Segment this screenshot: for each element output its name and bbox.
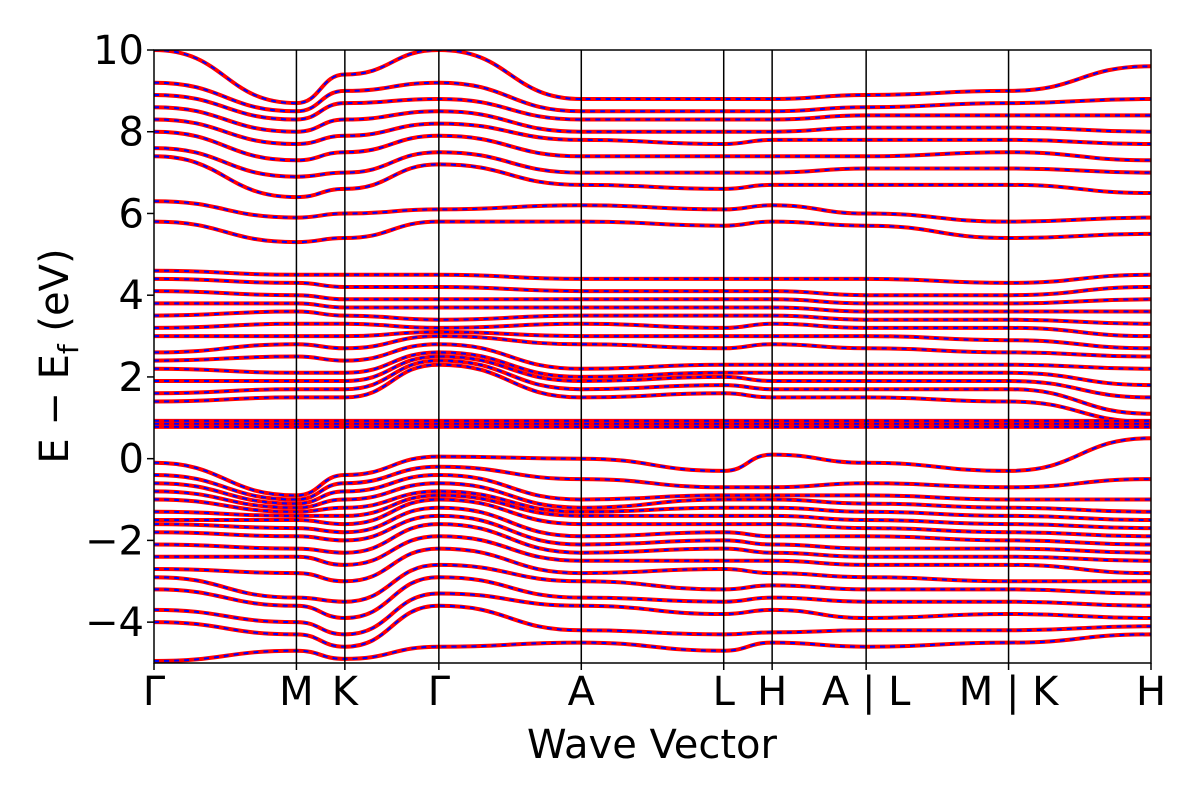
band-line-23-dashed: [154, 330, 1151, 350]
band-line-29-solid: [154, 268, 1151, 285]
x-axis-title: Wave Vector: [527, 722, 778, 768]
x-tick-label: Γ: [428, 669, 451, 715]
x-tick-label: Γ: [143, 669, 166, 715]
band-line-19-solid: [154, 354, 1151, 400]
band-line-28-dashed: [154, 277, 1151, 297]
band-line-27-dashed: [154, 290, 1151, 305]
x-tick-label: M: [279, 669, 314, 715]
y-tick-label: 4: [119, 273, 144, 319]
band-line-34-solid: [154, 129, 1151, 163]
band-line-39-solid: [154, 50, 1151, 106]
bands-group: [154, 50, 1151, 663]
band-line-22-solid: [154, 334, 1151, 359]
band-line-9-dashed: [154, 506, 1151, 546]
band-line-34-dashed: [154, 130, 1151, 162]
band-line-12-dashed: [154, 490, 1151, 521]
y-tick-label: −4: [85, 600, 144, 646]
band-line-1-dashed: [154, 604, 1151, 648]
band-line-25-dashed: [154, 310, 1151, 325]
y-axis-title-main: E − E: [32, 354, 78, 464]
band-line-17-solid: [154, 362, 1151, 424]
band-line-32-dashed: [154, 155, 1151, 199]
band-line-11-dashed: [154, 494, 1151, 530]
band-line-13-dashed: [154, 482, 1151, 513]
band-line-20-dashed: [154, 351, 1151, 387]
band-line-7-dashed: [154, 523, 1151, 562]
band-line-36-dashed: [154, 106, 1151, 133]
band-line-30-dashed: [154, 220, 1151, 244]
band-line-18-dashed: [154, 359, 1151, 415]
x-tick-label: M | K: [959, 669, 1060, 715]
band-line-4-solid: [154, 562, 1151, 604]
band-line-1-solid: [154, 603, 1151, 649]
band-line-21-solid: [154, 342, 1151, 371]
band-line-2-dashed: [154, 592, 1151, 636]
band-line-8-dashed: [154, 514, 1151, 554]
band-line-38-dashed: [154, 81, 1151, 113]
plot-area: [154, 50, 1151, 663]
band-line-5-solid: [154, 546, 1151, 584]
band-line-19-dashed: [154, 355, 1151, 399]
y-tick-label: 8: [119, 110, 144, 156]
band-line-31-solid: [154, 199, 1151, 224]
x-tick-label: H: [1136, 669, 1166, 715]
band-line-14-solid: [154, 473, 1151, 506]
band-line-31-dashed: [154, 200, 1151, 223]
y-tick-label: 6: [119, 191, 144, 237]
y-axis-title-unit: (eV): [32, 248, 78, 344]
band-line-37-dashed: [154, 94, 1151, 121]
band-line-10-solid: [154, 497, 1151, 539]
y-tick-label: 0: [119, 437, 144, 483]
band-line-30-solid: [154, 219, 1151, 245]
band-line-16-dashed: [154, 437, 1151, 497]
band-line-33-dashed: [154, 147, 1151, 178]
y-axis-title-subscript: f: [52, 343, 85, 354]
x-tick-label: K: [332, 669, 360, 715]
x-tick-label: H: [757, 669, 787, 715]
y-axis-title: E − Ef (eV): [32, 248, 85, 463]
band-line-39-dashed: [154, 50, 1151, 105]
y-tick-label: −2: [85, 518, 144, 564]
band-line-35-dashed: [154, 118, 1151, 146]
x-tick-label: L: [713, 669, 736, 715]
y-tick-label: 2: [119, 355, 144, 401]
band-line-26-dashed: [154, 302, 1151, 313]
band-line-6-dashed: [154, 535, 1151, 575]
x-tick-label: A | L: [822, 669, 911, 715]
x-tick-label: A: [568, 669, 596, 715]
band-line-0-solid: [154, 632, 1151, 663]
plot-frame: [153, 49, 1152, 664]
band-line-15-dashed: [154, 465, 1151, 501]
band-line-3-dashed: [154, 576, 1151, 620]
band-line-24-dashed: [154, 322, 1151, 338]
y-tick-label: 10: [93, 28, 144, 74]
